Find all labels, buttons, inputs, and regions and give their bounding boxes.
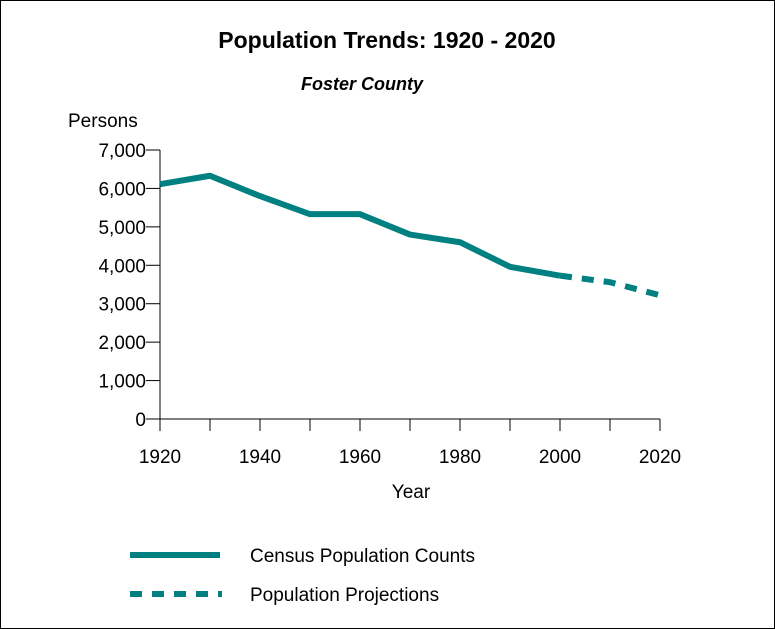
y-tick-label: 7,000 <box>98 141 146 162</box>
census-series-line <box>159 172 561 279</box>
legend-label-projections: Population Projections <box>250 585 439 606</box>
x-axis-label: Year <box>392 482 431 503</box>
x-tick-label: 1940 <box>239 447 281 468</box>
plot-area <box>159 172 661 299</box>
y-tick-label: 4,000 <box>98 256 146 277</box>
y-tick-label: 5,000 <box>98 218 146 239</box>
legend-label-census: Census Population Counts <box>250 546 475 567</box>
y-tick-label: 1,000 <box>98 372 146 393</box>
legend: Census Population Counts Population Proj… <box>130 546 475 606</box>
y-tick-label: 0 <box>135 410 146 431</box>
x-tick-label: 2000 <box>539 447 581 468</box>
axes: 0 1,000 2,000 3,000 4,000 5,000 6,000 7,000 1920… <box>98 141 681 468</box>
x-tick-label: 1980 <box>439 447 481 468</box>
x-tick-label: 1920 <box>139 447 181 468</box>
chart-subtitle: Foster County <box>301 74 424 94</box>
x-tick-label: 2020 <box>639 447 681 468</box>
y-tick-label: 2,000 <box>98 333 146 354</box>
y-axis-label: Persons <box>68 111 138 132</box>
x-tick-label: 1960 <box>339 447 381 468</box>
y-tick-label: 6,000 <box>98 179 146 200</box>
projection-series-line <box>559 272 661 299</box>
chart-title: Population Trends: 1920 - 2020 <box>218 27 555 53</box>
y-tick-label: 3,000 <box>98 295 146 316</box>
